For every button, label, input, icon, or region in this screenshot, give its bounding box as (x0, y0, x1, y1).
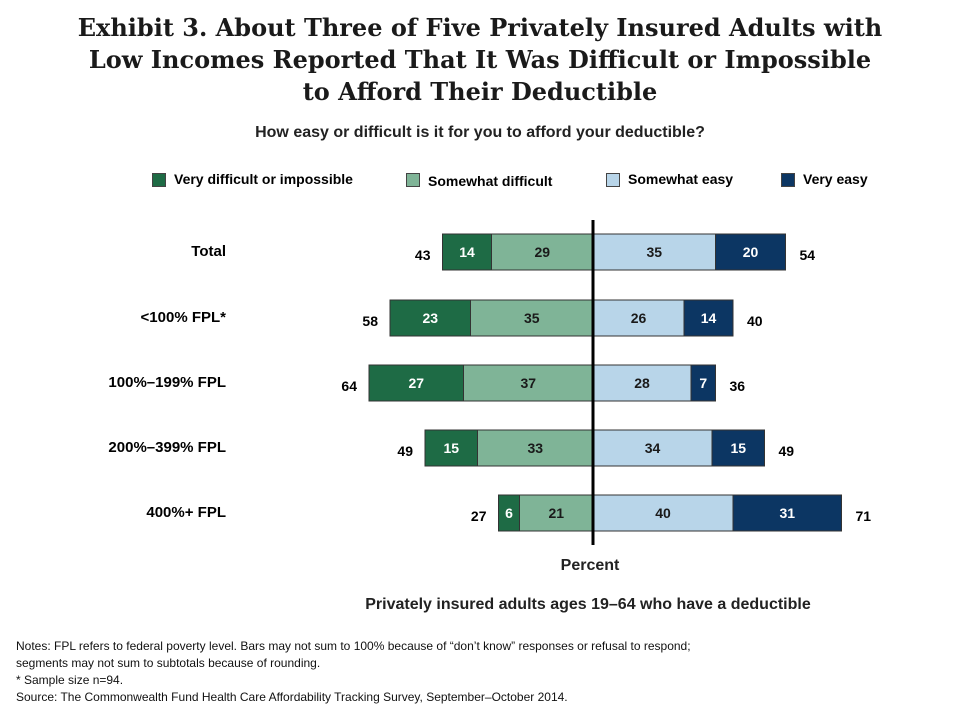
label-very-difficult-or-impossible-100-fpl: 23 (422, 310, 438, 326)
total-easy-100-199-fpl: 36 (730, 378, 746, 394)
legend-swatch-very-difficult (152, 173, 166, 187)
notes-line-1: Notes: FPL refers to federal poverty lev… (16, 639, 691, 653)
legend-label-somewhat-easy: Somewhat easy (628, 171, 734, 187)
label-somewhat-difficult-100-199-fpl: 37 (520, 375, 536, 391)
bar-very-easy-400-fpl (732, 494, 842, 532)
chart-caption: Privately insured adults ages 19–64 who … (365, 596, 811, 613)
legend-label-very-easy: Very easy (803, 171, 868, 187)
label-somewhat-difficult-400-fpl: 21 (548, 505, 564, 521)
bar-somewhat-easy-200-399-fpl (592, 429, 713, 467)
label-very-difficult-or-impossible-100-199-fpl: 27 (408, 375, 424, 391)
title-line-1: Exhibit 3. About Three of Five Privately… (77, 13, 883, 42)
label-very-easy-100-fpl: 14 (701, 310, 717, 326)
notes: Notes: FPL refers to federal poverty lev… (16, 638, 946, 706)
row-label-200-399: 200%–399% FPL (108, 439, 226, 456)
total-easy-200-399-fpl: 49 (779, 443, 795, 459)
bar-very-difficult-or-impossible-400-fpl (498, 494, 520, 532)
label-very-easy-200-399-fpl: 15 (730, 440, 746, 456)
bar-very-easy-100-fpl (683, 299, 734, 337)
bar-very-difficult-or-impossible-100-fpl (389, 299, 471, 337)
bar-very-difficult-or-impossible-100-199-fpl (368, 364, 464, 402)
legend-label-very-difficult: Very difficult or impossible (174, 171, 353, 187)
legend-label-somewhat-difficult: Somewhat difficult (428, 173, 553, 189)
label-somewhat-easy-400-fpl: 40 (655, 505, 671, 521)
bar-somewhat-difficult-400-fpl (519, 494, 594, 532)
bar-very-difficult-or-impossible-total (442, 233, 492, 271)
notes-line-3: * Sample size n=94. (16, 673, 124, 687)
row-label-under-100: <100% FPL* (140, 309, 226, 326)
label-very-easy-100-199-fpl: 7 (699, 375, 707, 391)
total-easy-total: 54 (800, 247, 816, 263)
label-very-easy-total: 20 (743, 244, 759, 260)
bar-somewhat-easy-total (592, 233, 716, 271)
bar-very-difficult-or-impossible-200-399-fpl (424, 429, 478, 467)
chart-subtitle: How easy or difficult is it for you to a… (255, 124, 705, 141)
label-somewhat-easy-100-199-fpl: 28 (634, 375, 650, 391)
bar-somewhat-easy-400-fpl (592, 494, 734, 532)
bar-very-easy-total (715, 233, 786, 271)
label-somewhat-easy-200-399-fpl: 34 (645, 440, 661, 456)
label-very-difficult-or-impossible-400-fpl: 6 (505, 505, 513, 521)
row-label-100-199: 100%–199% FPL (108, 374, 226, 391)
chart-title: Exhibit 3. About Three of Five Privately… (20, 12, 940, 108)
total-difficult-total: 43 (415, 247, 431, 263)
legend-swatch-somewhat-difficult (406, 173, 420, 187)
label-somewhat-difficult-100-fpl: 35 (524, 310, 540, 326)
bar-somewhat-easy-100-fpl (592, 299, 685, 337)
total-difficult-100-fpl: 58 (362, 313, 378, 329)
notes-line-2: segments may not sum to subtotals becaus… (16, 656, 321, 670)
total-difficult-100-199-fpl: 64 (341, 378, 357, 394)
total-easy-100-fpl: 40 (747, 313, 763, 329)
total-difficult-200-399-fpl: 49 (397, 443, 413, 459)
title-line-3: to Afford Their Deductible (302, 77, 658, 106)
bar-very-easy-200-399-fpl (711, 429, 765, 467)
total-difficult-400-fpl: 27 (471, 508, 487, 524)
label-somewhat-difficult-total: 29 (534, 244, 550, 260)
label-somewhat-difficult-200-399-fpl: 33 (527, 440, 543, 456)
title-line-2: Low Incomes Reported That It Was Difficu… (88, 45, 872, 74)
legend-swatch-very-easy (781, 173, 795, 187)
label-very-easy-400-fpl: 31 (779, 505, 795, 521)
bar-somewhat-difficult-200-399-fpl (477, 429, 594, 467)
total-easy-400-fpl: 71 (856, 508, 872, 524)
label-very-difficult-or-impossible-200-399-fpl: 15 (443, 440, 459, 456)
x-axis-label: Percent (560, 557, 620, 574)
row-label-total: Total (191, 243, 226, 260)
legend-swatch-somewhat-easy (606, 173, 620, 187)
bar-very-easy-100-199-fpl (690, 364, 716, 402)
notes-line-4: Source: The Commonwealth Fund Health Car… (16, 690, 568, 704)
label-somewhat-easy-total: 35 (646, 244, 662, 260)
row-label-400-plus: 400%+ FPL (146, 504, 226, 521)
label-very-difficult-or-impossible-total: 14 (459, 244, 475, 260)
label-somewhat-easy-100-fpl: 26 (631, 310, 647, 326)
